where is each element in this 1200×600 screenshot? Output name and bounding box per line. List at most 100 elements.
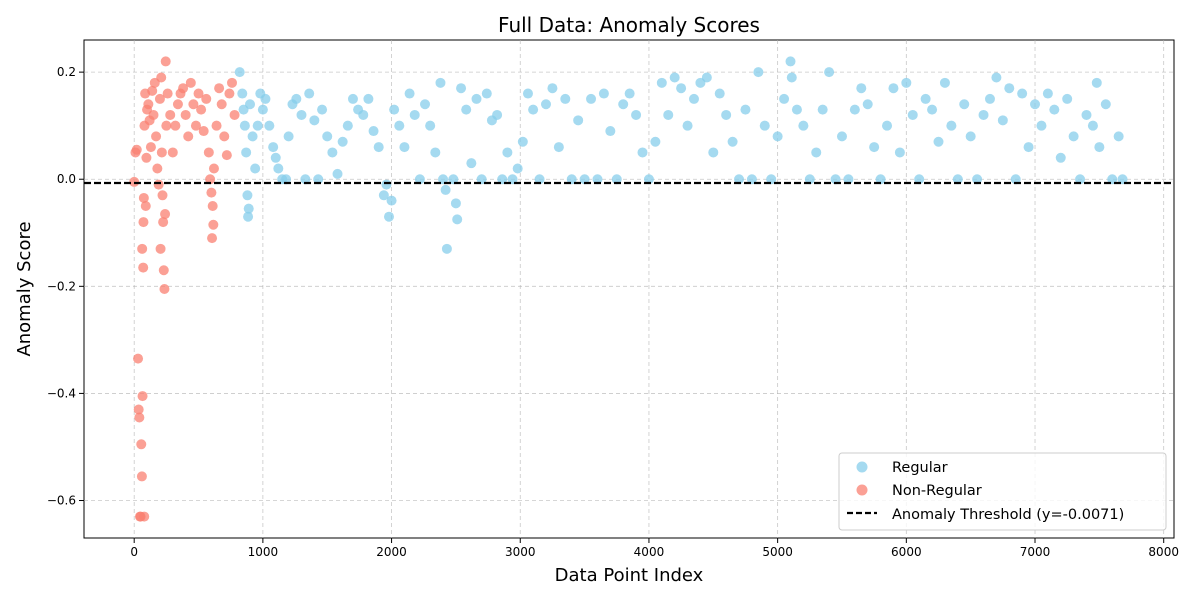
data-point: [139, 511, 150, 522]
data-point: [198, 126, 209, 137]
data-point: [438, 174, 449, 185]
data-point: [882, 120, 893, 131]
data-point: [435, 77, 446, 88]
data-point: [862, 99, 873, 110]
data-point: [216, 99, 227, 110]
data-point: [1036, 120, 1047, 131]
data-point: [229, 109, 240, 120]
data-point: [206, 187, 217, 198]
data-point: [158, 217, 169, 228]
x-axis-ticks: 0 1000 2000 3000 4000 5000 6000 7000 8000: [130, 538, 1179, 559]
data-point: [894, 147, 905, 158]
data-point: [161, 120, 172, 131]
data-point: [759, 120, 770, 131]
data-point: [1107, 174, 1118, 185]
data-point: [701, 72, 712, 83]
data-point: [234, 67, 245, 78]
data-point: [165, 109, 176, 120]
series-regular: [234, 56, 1128, 254]
data-point: [300, 174, 311, 185]
data-point: [172, 99, 183, 110]
data-point: [933, 136, 944, 147]
data-point: [991, 72, 1002, 83]
data-point: [134, 412, 145, 423]
data-point: [190, 120, 201, 131]
data-point: [160, 209, 171, 220]
data-point: [746, 174, 757, 185]
data-point: [637, 147, 648, 158]
data-point: [888, 83, 899, 94]
data-point: [414, 174, 425, 185]
data-point: [836, 131, 847, 142]
data-point: [650, 136, 661, 147]
data-point: [843, 174, 854, 185]
data-point: [507, 174, 518, 185]
data-point: [476, 174, 487, 185]
data-point: [327, 147, 338, 158]
data-point: [138, 217, 149, 228]
data-point: [304, 88, 315, 99]
plot-area: [83, 39, 1175, 539]
data-point: [245, 99, 256, 110]
data-point: [643, 174, 654, 185]
data-point: [1062, 93, 1073, 104]
data-point: [927, 104, 938, 115]
data-point: [907, 109, 918, 120]
data-point: [383, 211, 394, 222]
data-point: [798, 120, 809, 131]
data-point: [1068, 131, 1079, 142]
data-point: [1094, 142, 1105, 153]
data-point: [224, 88, 235, 99]
legend-marker-non-regular: [856, 484, 868, 496]
data-point: [721, 109, 732, 120]
data-point: [151, 131, 162, 142]
data-point: [772, 131, 783, 142]
data-point: [241, 147, 252, 158]
data-point: [817, 104, 828, 115]
series-non-regular: [129, 56, 240, 522]
data-point: [528, 104, 539, 115]
data-point: [727, 136, 738, 147]
legend-marker-regular: [856, 461, 868, 473]
data-point: [1055, 152, 1066, 163]
y-tick-label: −0.2: [47, 279, 76, 293]
data-point: [959, 99, 970, 110]
data-point: [268, 142, 279, 153]
legend-label-non-regular: Non-Regular: [892, 483, 982, 499]
data-point: [779, 93, 790, 104]
data-point: [264, 120, 275, 131]
data-point: [214, 83, 225, 94]
data-point: [939, 77, 950, 88]
x-tick-label: 2000: [376, 545, 407, 559]
data-point: [512, 163, 523, 174]
data-point: [547, 83, 558, 94]
x-tick-label: 1000: [248, 545, 279, 559]
data-point: [404, 88, 415, 99]
data-point: [420, 99, 431, 110]
data-point: [129, 176, 140, 187]
data-point: [450, 198, 461, 209]
data-point: [399, 142, 410, 153]
data-point: [1117, 174, 1128, 185]
data-point: [317, 104, 328, 115]
data-point: [219, 131, 230, 142]
data-point: [313, 174, 324, 185]
data-point: [160, 56, 171, 67]
data-point: [322, 131, 333, 142]
data-point: [136, 439, 147, 450]
data-point: [586, 93, 597, 104]
data-point: [461, 104, 472, 115]
data-point: [156, 72, 167, 83]
data-point: [830, 174, 841, 185]
data-point: [804, 174, 815, 185]
data-point: [492, 109, 503, 120]
data-point: [481, 88, 492, 99]
data-point: [540, 99, 551, 110]
data-point: [656, 77, 667, 88]
data-point: [260, 93, 271, 104]
data-point: [669, 72, 680, 83]
data-point: [185, 77, 196, 88]
x-tick-label: 7000: [1020, 545, 1051, 559]
data-point: [502, 147, 513, 158]
data-point: [1087, 120, 1098, 131]
